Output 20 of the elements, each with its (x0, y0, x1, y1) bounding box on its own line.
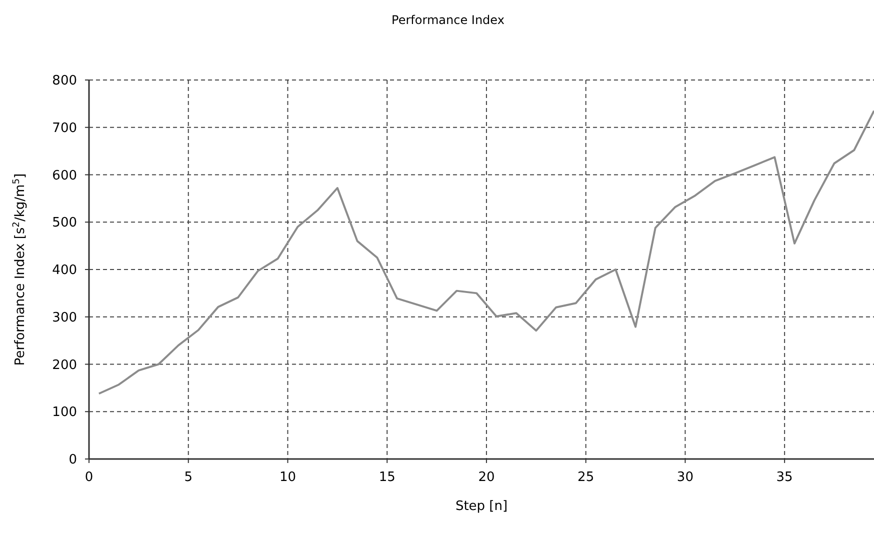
y-tick-label: 300 (52, 310, 77, 326)
x-tick-label: 10 (279, 470, 296, 485)
y-tick-label: 100 (52, 405, 77, 420)
y-tick-label: 400 (52, 263, 77, 278)
chart-title: Performance Index (392, 13, 504, 27)
x-tick-label: 30 (676, 470, 694, 485)
y-tick-label: 600 (52, 168, 77, 184)
y-tick-label: 0 (68, 452, 77, 468)
x-tick-label: 35 (776, 470, 793, 485)
y-tick-label: 500 (52, 216, 77, 231)
line-series (98, 110, 874, 395)
y-tick-label: 200 (52, 358, 77, 373)
x-tick-label: 0 (84, 470, 94, 485)
x-tick-label: 25 (578, 470, 594, 485)
y-tick-label: 800 (52, 74, 77, 89)
x-tick-label: 5 (184, 470, 193, 485)
x-tick-label: 15 (378, 470, 396, 485)
y-tick-label: 700 (52, 120, 77, 136)
x-axis-title: Step [n] (455, 499, 508, 514)
x-tick-label: 20 (478, 470, 495, 485)
